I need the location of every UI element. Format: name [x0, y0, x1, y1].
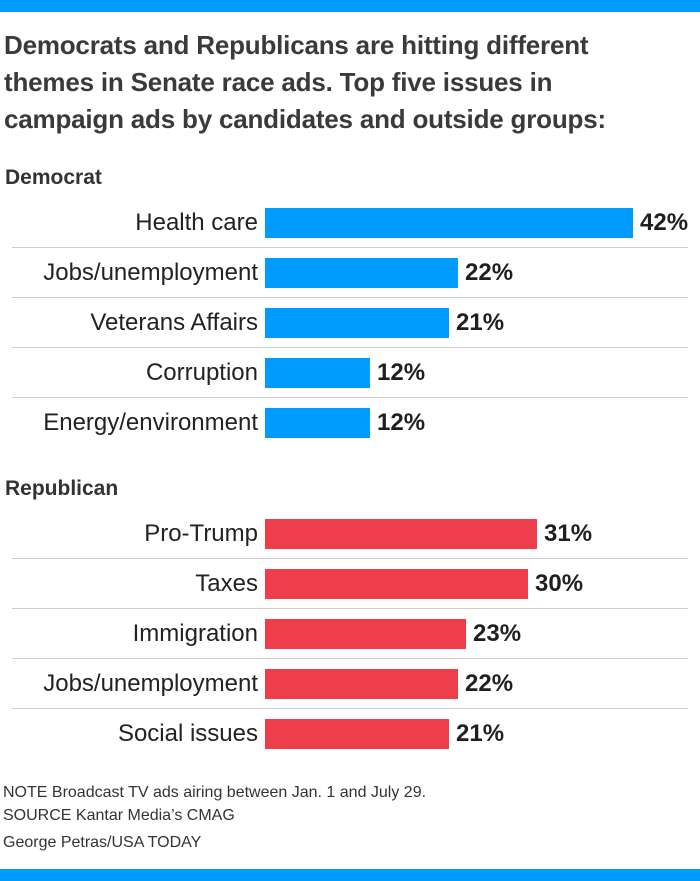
- bar-row-democrat-veterans-affairs: Veterans Affairs 21%: [0, 298, 700, 348]
- row-separator: [12, 558, 688, 559]
- bar-label: Veterans Affairs: [90, 309, 258, 336]
- bottom-accent-bar: [0, 869, 700, 881]
- bar-value: 21%: [456, 720, 505, 747]
- group-rows-democrat: Health care 42% Jobs/unemployment 22% Vetera…: [0, 198, 700, 448]
- bar-label: Health care: [135, 209, 258, 236]
- bar-value: 21%: [456, 309, 505, 336]
- bar-democrat-jobs-unemployment: [265, 258, 458, 288]
- bar-value: 12%: [377, 409, 426, 436]
- bar-democrat-health-care: [265, 208, 633, 238]
- group-header-republican: Republican: [5, 477, 119, 500]
- bar-row-republican-social-issues: Social issues 21%: [0, 709, 700, 759]
- bar-democrat-energy-environment: [265, 408, 370, 438]
- bar-republican-immigration: [265, 619, 466, 649]
- bar-republican-social-issues: [265, 719, 449, 749]
- bar-row-republican-taxes: Taxes 30%: [0, 559, 700, 609]
- bar-row-republican-immigration: Immigration 23%: [0, 609, 700, 659]
- bar-label: Corruption: [145, 359, 258, 386]
- footer-byline: George Petras/USA TODAY: [3, 834, 202, 851]
- row-separator: [12, 708, 688, 709]
- row-separator: [12, 347, 688, 348]
- bar-row-republican-jobs-unemployment: Jobs/unemployment 22%: [0, 659, 700, 709]
- group-header-democrat: Democrat: [5, 166, 102, 189]
- bar-label: Energy/environment: [43, 409, 258, 436]
- row-separator: [12, 297, 688, 298]
- row-separator: [12, 658, 688, 659]
- bar-row-democrat-jobs-unemployment: Jobs/unemployment 22%: [0, 248, 700, 298]
- bar-label: Jobs/unemployment: [43, 259, 258, 286]
- top-accent-bar: [0, 0, 700, 12]
- group-rows-republican: Pro-Trump 31% Taxes 30% Immigration 23% Jobs/u…: [0, 509, 700, 759]
- bar-label: Jobs/unemployment: [43, 670, 258, 697]
- row-separator: [12, 608, 688, 609]
- bar-value: 23%: [473, 620, 522, 647]
- bar-row-republican-pro-trump: Pro-Trump 31%: [0, 509, 700, 559]
- row-separator: [12, 247, 688, 248]
- bar-row-democrat-health-care: Health care 42%: [0, 198, 700, 248]
- footer-note: NOTE Broadcast TV ads airing between Jan…: [3, 784, 427, 801]
- bar-label: Immigration: [132, 620, 258, 647]
- bar-value: 22%: [465, 670, 514, 697]
- bar-value: 30%: [535, 570, 584, 597]
- bar-value: 31%: [544, 520, 593, 547]
- bar-label: Pro-Trump: [144, 520, 258, 547]
- bar-label: Social issues: [117, 720, 258, 747]
- bar-republican-taxes: [265, 569, 528, 599]
- row-separator: [12, 397, 688, 398]
- bar-value: 22%: [465, 259, 514, 286]
- footer-source: SOURCE Kantar Media’s CMAG: [3, 807, 235, 824]
- bar-label: Taxes: [195, 570, 258, 597]
- bar-republican-pro-trump: [265, 519, 537, 549]
- page-title: Democrats and Republicans are hitting di…: [4, 30, 606, 134]
- bar-row-democrat-energy-environment: Energy/environment 12%: [0, 398, 700, 448]
- bar-democrat-corruption: [265, 358, 370, 388]
- bar-republican-jobs-unemployment: [265, 669, 458, 699]
- bar-value: 42%: [640, 209, 689, 236]
- bar-row-democrat-corruption: Corruption 12%: [0, 348, 700, 398]
- bar-value: 12%: [377, 359, 426, 386]
- bar-democrat-veterans-affairs: [265, 308, 449, 338]
